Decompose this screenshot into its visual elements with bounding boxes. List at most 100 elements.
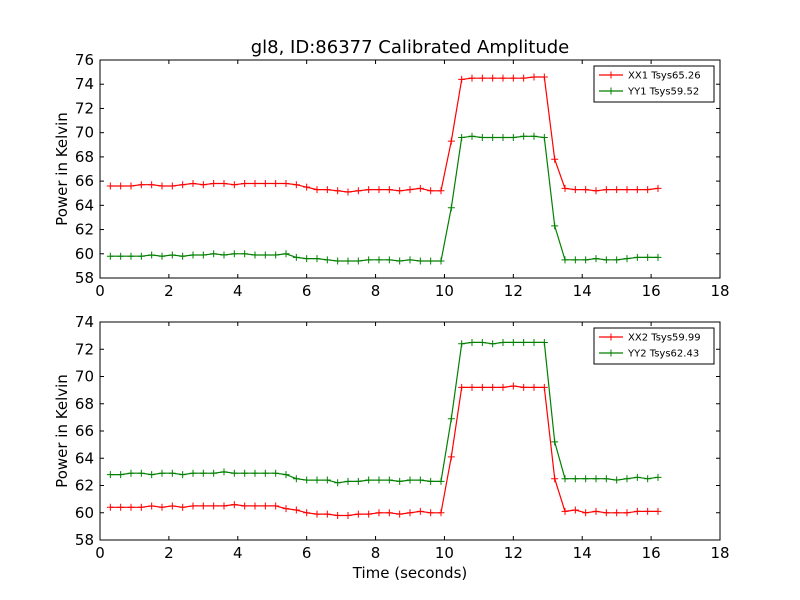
panel1-series-1-point bbox=[106, 182, 114, 190]
panel1-series-2-point bbox=[592, 255, 600, 263]
panel2-series-2-point bbox=[199, 469, 207, 477]
panel2-series-1-point bbox=[633, 507, 641, 515]
panel1-legend-marker bbox=[607, 71, 615, 79]
panel1-x-tick-label: 12 bbox=[504, 282, 523, 300]
panel2-y-tick-label: 64 bbox=[75, 449, 94, 467]
panel2-legend-marker bbox=[607, 349, 615, 357]
panel2-series-1-point bbox=[509, 382, 517, 390]
panel1-series-1-point bbox=[530, 73, 538, 81]
panel2-series-2-point bbox=[241, 469, 249, 477]
panel1-series-2-point bbox=[447, 204, 455, 212]
panel2-series-1-point bbox=[396, 510, 404, 518]
panel1-series-1-point bbox=[540, 73, 548, 81]
panel1-series-2-point bbox=[530, 132, 538, 140]
panel1-series-1-point bbox=[272, 180, 280, 188]
panel1-x-tick-label: 2 bbox=[164, 282, 174, 300]
panel2-series-1-point bbox=[303, 509, 311, 517]
panel1-series-1-point bbox=[468, 74, 476, 82]
panel1-series-1-point bbox=[354, 187, 362, 195]
panel2-x-tick-label: 18 bbox=[710, 544, 729, 562]
panel2-series-2-point bbox=[117, 471, 125, 479]
panel1-series-1-point bbox=[148, 181, 156, 189]
panel2-series-2-point bbox=[127, 469, 135, 477]
panel1-series-1-point bbox=[282, 180, 290, 188]
figure-title: gl8, ID:86377 Calibrated Amplitude bbox=[251, 37, 570, 58]
panel1-series-1-point bbox=[437, 187, 445, 195]
panel2-series-1-point bbox=[447, 453, 455, 461]
panel2-series-1-point bbox=[644, 507, 652, 515]
panel2-series-1-point bbox=[117, 503, 125, 511]
panel1-series-2-point bbox=[385, 256, 393, 264]
panel1-series-2-point bbox=[323, 256, 331, 264]
panel1-series-2-point bbox=[179, 252, 187, 260]
panel2-x-tick-label: 16 bbox=[642, 544, 661, 562]
panel2-series-2-point bbox=[592, 475, 600, 483]
panel2-series-1-point bbox=[344, 511, 352, 519]
panel2-series-2-point bbox=[509, 338, 517, 346]
panel1-series-2-point bbox=[561, 256, 569, 264]
panel1-series-1-point bbox=[520, 74, 528, 82]
panel2-series-2-point bbox=[375, 476, 383, 484]
panel1-series-2-point bbox=[241, 250, 249, 258]
panel2-series-1-point bbox=[292, 506, 300, 514]
panel2-y-tick-label: 58 bbox=[75, 531, 94, 549]
panel1-y-tick-label: 76 bbox=[75, 51, 94, 69]
panel2-series-2-point bbox=[220, 468, 228, 476]
panel1-series-2-point bbox=[406, 256, 414, 264]
panel1-series-1-point bbox=[561, 184, 569, 192]
panel2-series-2-point bbox=[654, 473, 662, 481]
panel1-series-1-point bbox=[189, 180, 197, 188]
panel2-series-2-point bbox=[458, 340, 466, 348]
panel1-series-1-point bbox=[261, 180, 269, 188]
panel2-series-1-point bbox=[158, 503, 166, 511]
panel2-series-2-point bbox=[447, 415, 455, 423]
panel1-series-2-point bbox=[189, 251, 197, 259]
panel2-series-2-line bbox=[110, 341, 659, 484]
panel1-series-2-point bbox=[137, 252, 145, 260]
panel2-y-tick-label: 74 bbox=[75, 313, 94, 331]
panel1-series-1-point bbox=[230, 181, 238, 189]
panel2-series-1-point bbox=[323, 510, 331, 518]
panel2-series-1-point bbox=[520, 383, 528, 391]
panel1-y-tick-label: 70 bbox=[75, 124, 94, 142]
panel1-series-2-point bbox=[334, 257, 342, 265]
panel1-series-2-point bbox=[158, 252, 166, 260]
panel2-series-1-point bbox=[551, 475, 559, 483]
panel2-series-2-point bbox=[251, 469, 259, 477]
panel2-series-2-point bbox=[303, 476, 311, 484]
panel2-series-2-point bbox=[478, 338, 486, 346]
panel1-series-2-point bbox=[654, 253, 662, 261]
panel2-x-tick-label: 10 bbox=[435, 544, 454, 562]
panel1-series-1-point bbox=[251, 180, 259, 188]
panel2-x-tick-label: 2 bbox=[164, 544, 174, 562]
panel1-series-2-point bbox=[633, 253, 641, 261]
panel2-series-1-point bbox=[582, 509, 590, 517]
panel2-series-2-point bbox=[530, 338, 538, 346]
panel1-series-2-point bbox=[168, 251, 176, 259]
panel2-series-1-line bbox=[110, 385, 658, 517]
panel1-y-tick-label: 64 bbox=[75, 196, 94, 214]
panel2-series-2-point bbox=[427, 477, 435, 485]
panel1-x-tick-label: 14 bbox=[573, 282, 592, 300]
panel2-legend-box bbox=[593, 327, 715, 365]
panel1-series-1-point bbox=[323, 186, 331, 194]
panel2-series-1-point bbox=[478, 383, 486, 391]
panel2-series-2-point bbox=[633, 473, 641, 481]
panel1-series-2-point bbox=[210, 250, 218, 258]
panel1-series-1-point bbox=[633, 186, 641, 194]
panel1-series-2-point bbox=[478, 134, 486, 142]
panel1-series-2-point bbox=[199, 251, 207, 259]
panel1-series-2-point bbox=[127, 252, 135, 260]
panel1-series-2-point bbox=[230, 250, 238, 258]
panel1-series-2-point bbox=[489, 134, 497, 142]
panel1-series-2-point bbox=[551, 222, 559, 230]
panel1-series-1-point bbox=[571, 186, 579, 194]
panel2-series-1-point bbox=[406, 509, 414, 517]
panel1-x-tick-label: 10 bbox=[435, 282, 454, 300]
panel1-series-2-point bbox=[468, 132, 476, 140]
panel1-series-2-line bbox=[110, 135, 658, 262]
panel1-series-2-point bbox=[272, 251, 280, 259]
panel1-series-1-point bbox=[416, 184, 424, 192]
panel1-y-tick-label: 72 bbox=[75, 99, 94, 117]
